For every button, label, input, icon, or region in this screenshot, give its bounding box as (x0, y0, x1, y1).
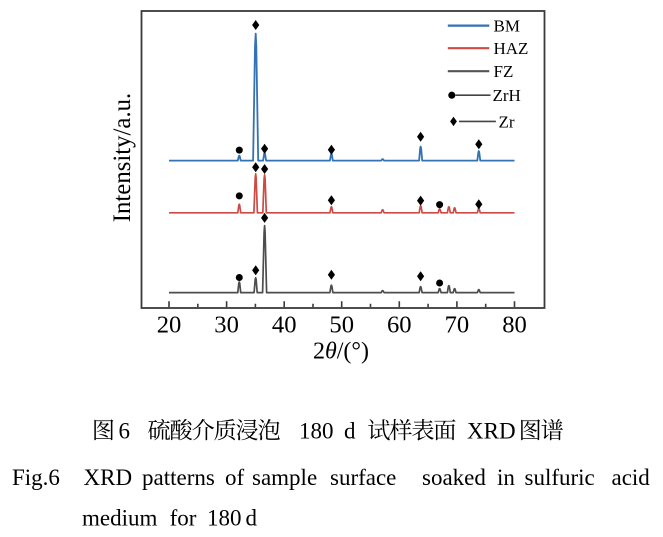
svg-text:acid: acid (612, 465, 651, 490)
svg-text:60: 60 (387, 311, 412, 338)
svg-text:XRD: XRD (467, 419, 516, 444)
svg-text:HAZ: HAZ (494, 39, 529, 58)
svg-text:Intensity/a.u.: Intensity/a.u. (109, 93, 136, 222)
svg-text:180: 180 (207, 506, 242, 531)
svg-text:40: 40 (272, 311, 297, 338)
svg-text:of: of (225, 465, 245, 490)
svg-text:180: 180 (299, 419, 334, 444)
svg-text:30: 30 (214, 311, 239, 338)
svg-text:Zr: Zr (499, 112, 515, 131)
svg-text:20: 20 (157, 311, 182, 338)
svg-text:d: d (246, 506, 258, 531)
svg-text:BM: BM (494, 17, 520, 36)
svg-text:80: 80 (502, 311, 527, 338)
svg-text:patterns: patterns (142, 465, 215, 490)
svg-text:50: 50 (329, 311, 354, 338)
svg-text:sulfuric: sulfuric (525, 465, 595, 490)
svg-text:70: 70 (445, 311, 470, 338)
svg-text:2θ/(°): 2θ/(°) (313, 339, 369, 365)
svg-text:Fig.6: Fig.6 (12, 465, 60, 490)
svg-text:in: in (497, 465, 515, 490)
svg-text:sample: sample (252, 465, 317, 490)
svg-text:for: for (170, 506, 197, 531)
svg-text:6: 6 (119, 419, 131, 444)
svg-text:surface: surface (330, 465, 396, 490)
svg-text:XRD: XRD (84, 465, 133, 490)
svg-text:medium: medium (82, 506, 157, 531)
svg-text:d: d (344, 419, 356, 444)
svg-text:ZrH: ZrH (493, 86, 521, 105)
svg-text:soaked: soaked (422, 465, 486, 490)
svg-text:FZ: FZ (494, 62, 514, 81)
